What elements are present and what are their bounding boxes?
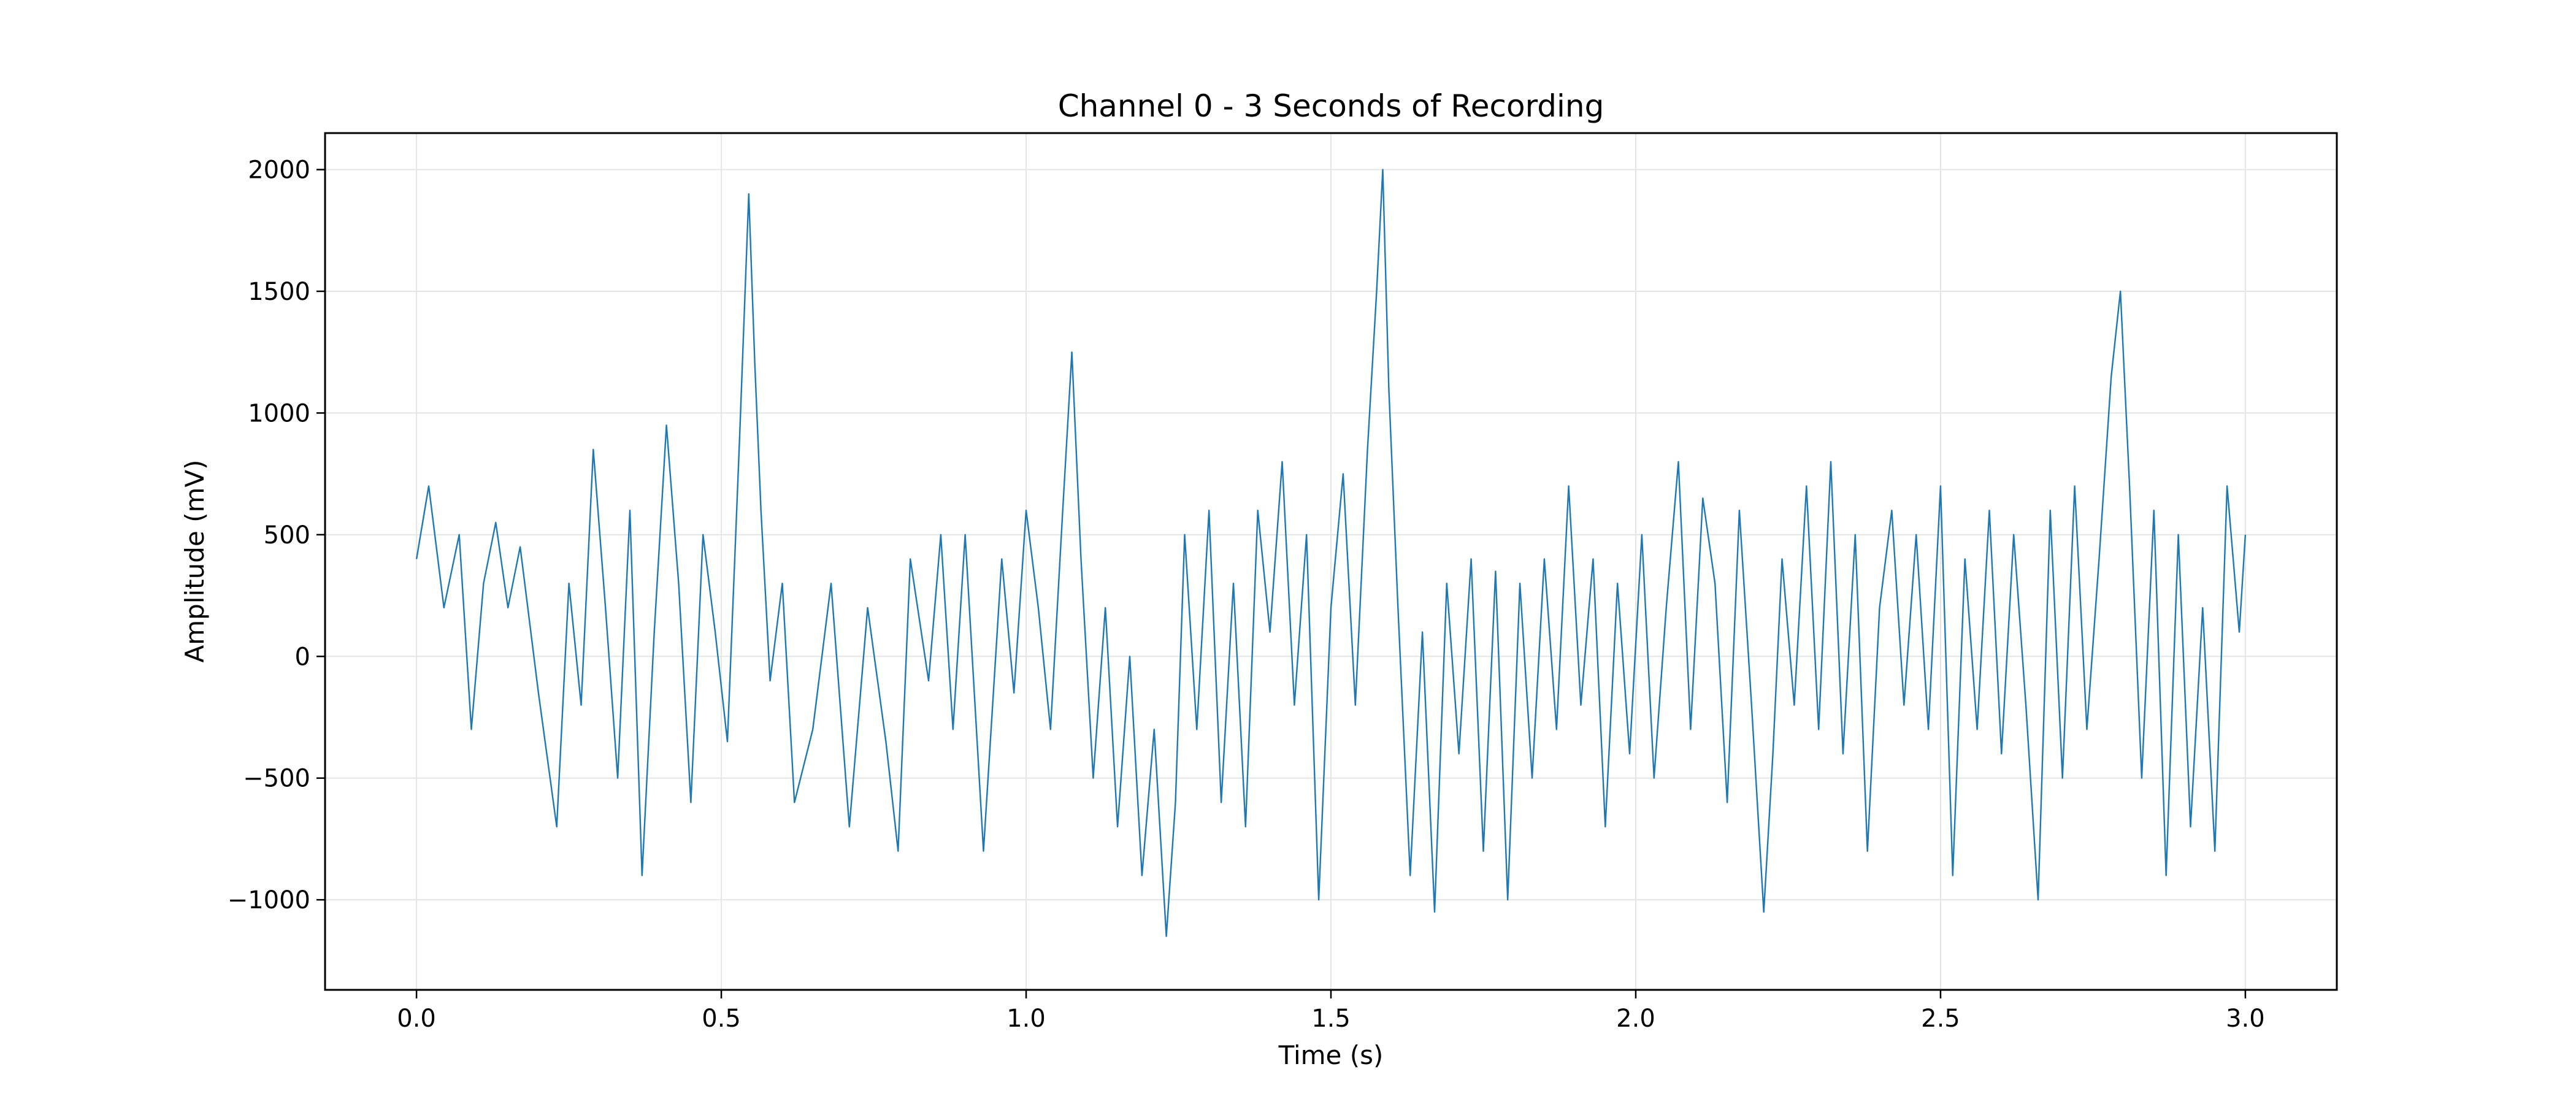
y-tick-label: 0 xyxy=(295,643,310,671)
x-tick-label: 3.0 xyxy=(2226,1005,2265,1033)
y-tick-label: 1500 xyxy=(248,278,310,306)
x-tick-label: 0.5 xyxy=(702,1005,741,1033)
axis-ticks: 0.0 0.5 1.0 1.5 2.0 2.5 3.0 −1000 −500 0 500 1000 15… xyxy=(228,156,2265,1033)
x-tick-label: 2.5 xyxy=(1921,1005,1960,1033)
chart-title: Channel 0 - 3 Seconds of Recording xyxy=(1058,88,1604,124)
x-tick-label: 1.5 xyxy=(1311,1005,1351,1033)
y-axis-label: Amplitude (mV) xyxy=(180,460,210,663)
y-tick-label: −1000 xyxy=(228,886,310,914)
x-tick-label: 1.0 xyxy=(1006,1005,1046,1033)
y-tick-label: 1000 xyxy=(248,399,310,427)
x-tick-label: 2.0 xyxy=(1616,1005,1655,1033)
series-line-channel-0 xyxy=(415,169,2247,937)
x-axis-label: Time (s) xyxy=(1278,1040,1384,1070)
y-tick-label: 2000 xyxy=(248,156,310,185)
y-tick-label: 500 xyxy=(264,521,310,550)
x-tick-label: 0.0 xyxy=(397,1005,436,1033)
y-tick-label: −500 xyxy=(243,765,310,793)
